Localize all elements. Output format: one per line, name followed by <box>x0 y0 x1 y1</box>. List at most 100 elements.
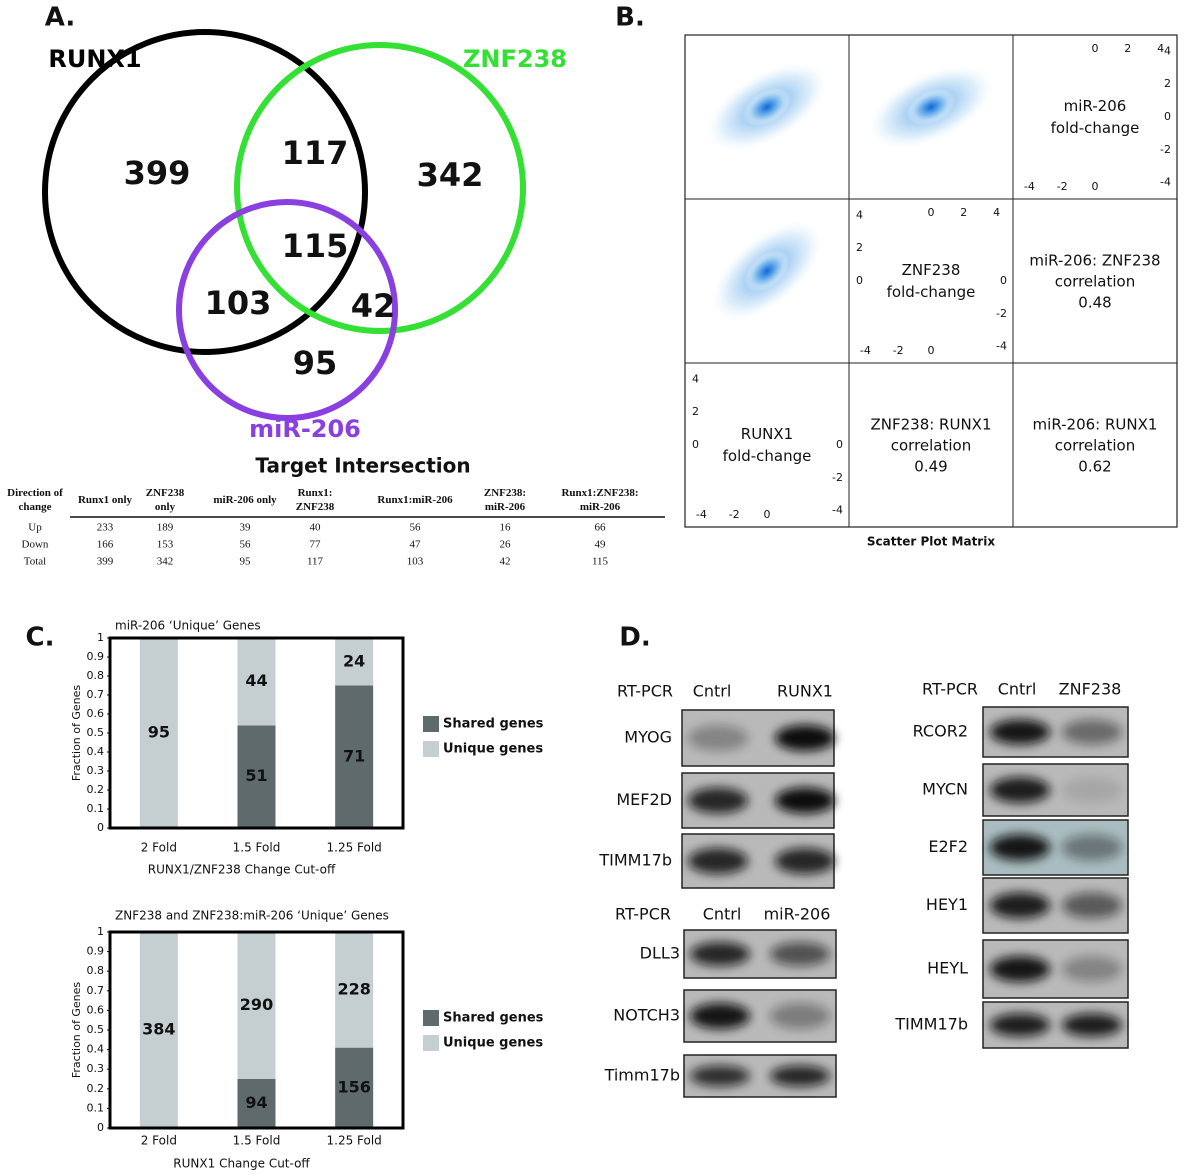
table-header-line: ZNF238 <box>296 501 335 513</box>
variable-label: ZNF238 fold-change <box>887 261 976 301</box>
gene-label: RCOR2 <box>913 722 968 741</box>
y-tick-label: 0.3 <box>87 764 105 777</box>
correlation-label-line: correlation <box>1055 272 1136 290</box>
y-tick-label: 0.4 <box>87 745 105 758</box>
venn-circle <box>176 199 398 421</box>
panel-label: B. <box>615 3 645 33</box>
legend-swatch <box>423 1035 439 1051</box>
band <box>688 848 748 874</box>
plot-frame <box>108 636 405 830</box>
table-cell: 42 <box>500 556 511 568</box>
tick-label: 0 <box>928 206 935 219</box>
table-header-line: Runx1 only <box>78 494 133 506</box>
venn-count: 342 <box>417 156 484 194</box>
y-tick-label: 0.3 <box>87 1062 105 1075</box>
y-tick-label: 0 <box>97 821 104 834</box>
y-tick-label: 0.6 <box>87 1003 105 1016</box>
tick-label: -2 <box>832 471 843 484</box>
venn-set-label: miR-206 <box>249 415 361 443</box>
variable-label-line: fold-change <box>1051 119 1140 137</box>
tick-label: 4 <box>1157 42 1164 55</box>
y-tick-label: 0.1 <box>87 1101 105 1114</box>
count-label: 24 <box>343 651 365 670</box>
venn-count: 399 <box>124 154 191 192</box>
bar-segment <box>335 1047 374 1128</box>
tick-label: -2 <box>996 307 1007 320</box>
table-cell: 117 <box>307 556 324 568</box>
band <box>770 942 830 966</box>
band <box>990 956 1050 982</box>
chart-title: miR-206 ‘Unique’ Genes <box>115 619 261 633</box>
y-tick-label: 0.1 <box>87 802 105 815</box>
blot-header: Cntrl <box>703 905 742 924</box>
legend-label: Unique genes <box>443 742 543 757</box>
venn-count: 42 <box>351 287 396 325</box>
legend-swatch <box>423 741 439 757</box>
tick-label: -2 <box>893 344 904 357</box>
band <box>1062 777 1122 803</box>
band <box>990 892 1050 919</box>
legend-swatch <box>423 716 439 732</box>
correlation-label: miR-206: ZNF238 correlation <box>1029 251 1160 290</box>
band <box>1062 834 1122 861</box>
tick-label: 0 <box>1000 274 1007 287</box>
tick-label: 0 <box>856 274 863 287</box>
table-header: Runx1 only <box>78 494 133 506</box>
blot-header: RT-PCR <box>922 680 978 699</box>
variable-label: miR-206 fold-change <box>1051 97 1140 137</box>
blot-header: RT-PCR <box>617 682 673 701</box>
y-tick-label: 0.2 <box>87 783 105 796</box>
gene-label: MEF2D <box>616 790 672 809</box>
count-label: 290 <box>240 995 273 1014</box>
matrix-caption: Scatter Plot Matrix <box>867 535 995 549</box>
bar-segment <box>335 638 374 686</box>
x-tick-label: 1.25 Fold <box>327 1134 382 1148</box>
band <box>775 787 835 814</box>
count-label: 384 <box>142 1020 175 1039</box>
table-cell: 342 <box>157 556 174 568</box>
correlation-label-line: miR-206: ZNF238 <box>1029 251 1160 269</box>
band <box>1062 1013 1122 1037</box>
correlation-label-line: correlation <box>1055 436 1136 454</box>
tick-label: -2 <box>1160 143 1171 156</box>
gene-label: HEYL <box>927 959 968 978</box>
table-header: Runx1:miR-206 <box>377 494 453 506</box>
bar-segment <box>335 685 374 828</box>
x-axis-title: RUNX1 Change Cut-off <box>173 1157 310 1171</box>
count-label: 156 <box>337 1077 370 1096</box>
count-label: 228 <box>337 979 370 998</box>
bar-segment <box>237 932 276 1079</box>
table-header: miR-206 only <box>213 494 277 506</box>
band <box>690 1065 750 1087</box>
table-header-line: miR-206 only <box>213 494 277 506</box>
gene-label: Timm17b <box>604 1066 680 1085</box>
variable-label-line: fold-change <box>887 283 976 301</box>
x-tick-label: 2 Fold <box>141 1134 177 1148</box>
x-tick-label: 2 Fold <box>141 841 177 855</box>
table-header-line: Runx1: <box>298 487 333 499</box>
y-tick-label: 0.8 <box>87 669 105 682</box>
venn-count: 117 <box>282 134 349 172</box>
table-header-line: change <box>19 501 52 513</box>
tick-label: 4 <box>993 206 1000 219</box>
panel-label: C. <box>26 623 55 653</box>
tick-label: 0 <box>1092 180 1099 193</box>
table-cell: 16 <box>500 522 512 534</box>
density-core <box>906 88 956 126</box>
tick-label: -4 <box>996 340 1007 353</box>
table-header-line: Direction of <box>7 487 63 499</box>
table-cell: 153 <box>157 539 174 551</box>
table-cell: 115 <box>592 556 609 568</box>
table-cell: 26 <box>500 539 512 551</box>
y-tick-label: 0.4 <box>87 1043 105 1056</box>
tick-label: 2 <box>856 241 863 254</box>
venn-circle <box>42 29 368 355</box>
blot-header: miR-206 <box>764 905 831 924</box>
venn-count: 95 <box>293 344 338 382</box>
correlation-label-line: ZNF238: RUNX1 <box>870 415 991 433</box>
table-cell: 40 <box>310 522 322 534</box>
table-cell: 49 <box>595 539 607 551</box>
table-cell: 47 <box>410 539 422 551</box>
table-cell: 77 <box>310 539 322 551</box>
tick-label: 4 <box>1164 44 1171 57</box>
